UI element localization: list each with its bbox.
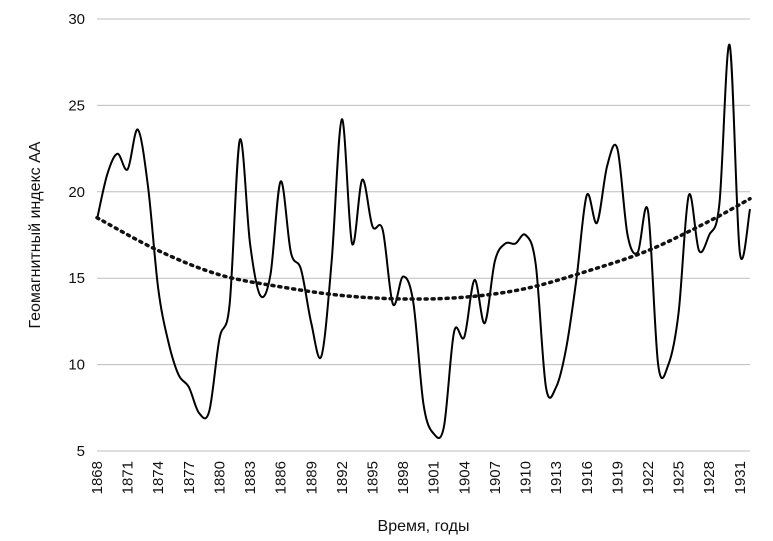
x-tick-label: 1883 <box>242 461 259 494</box>
x-tick-label: 1916 <box>579 461 596 494</box>
y-tick-label: 25 <box>68 97 85 114</box>
y-tick-label: 15 <box>68 270 85 287</box>
x-tick-label: 1880 <box>211 461 228 494</box>
trend-line <box>95 196 752 301</box>
y-tick-labels: 5 10 15 20 25 30 <box>68 11 85 460</box>
x-tick-label: 1874 <box>150 461 167 494</box>
x-tick-label: 1886 <box>273 461 290 494</box>
y-tick-label: 30 <box>68 11 85 28</box>
gridlines <box>97 18 750 366</box>
x-tick-label: 1931 <box>732 461 749 494</box>
x-tick-label: 1913 <box>548 461 565 494</box>
y-axis-title: Геомагнитный индекс АА <box>27 141 44 328</box>
x-tick-label: 1868 <box>89 461 106 494</box>
x-axis-title: Время, годы <box>378 518 470 535</box>
y-tick-label: 10 <box>68 357 85 374</box>
x-tick-label: 1907 <box>487 461 504 494</box>
aa-index-line <box>96 43 751 440</box>
x-tick-label: 1928 <box>701 461 718 494</box>
series-group <box>95 43 752 440</box>
x-tick-label: 1925 <box>671 461 688 494</box>
x-tick-label: 1898 <box>395 461 412 494</box>
x-tick-label: 1889 <box>303 461 320 494</box>
x-tick-labels: 1868 1871 1874 1877 1880 1883 1886 1889 1892 1895… <box>89 461 749 494</box>
x-tick-label: 1892 <box>334 461 351 494</box>
x-tick-label: 1910 <box>518 461 535 494</box>
y-tick-label: 20 <box>68 184 85 201</box>
x-tick-label: 1871 <box>120 461 137 494</box>
x-tick-label: 1901 <box>426 461 443 494</box>
x-tick-label: 1922 <box>640 461 657 494</box>
x-tick-label: 1919 <box>609 461 626 494</box>
x-tick-label: 1877 <box>181 461 198 494</box>
x-tick-label: 1895 <box>364 461 381 494</box>
x-tick-label: 1904 <box>456 461 473 494</box>
y-tick-label: 5 <box>77 443 85 460</box>
